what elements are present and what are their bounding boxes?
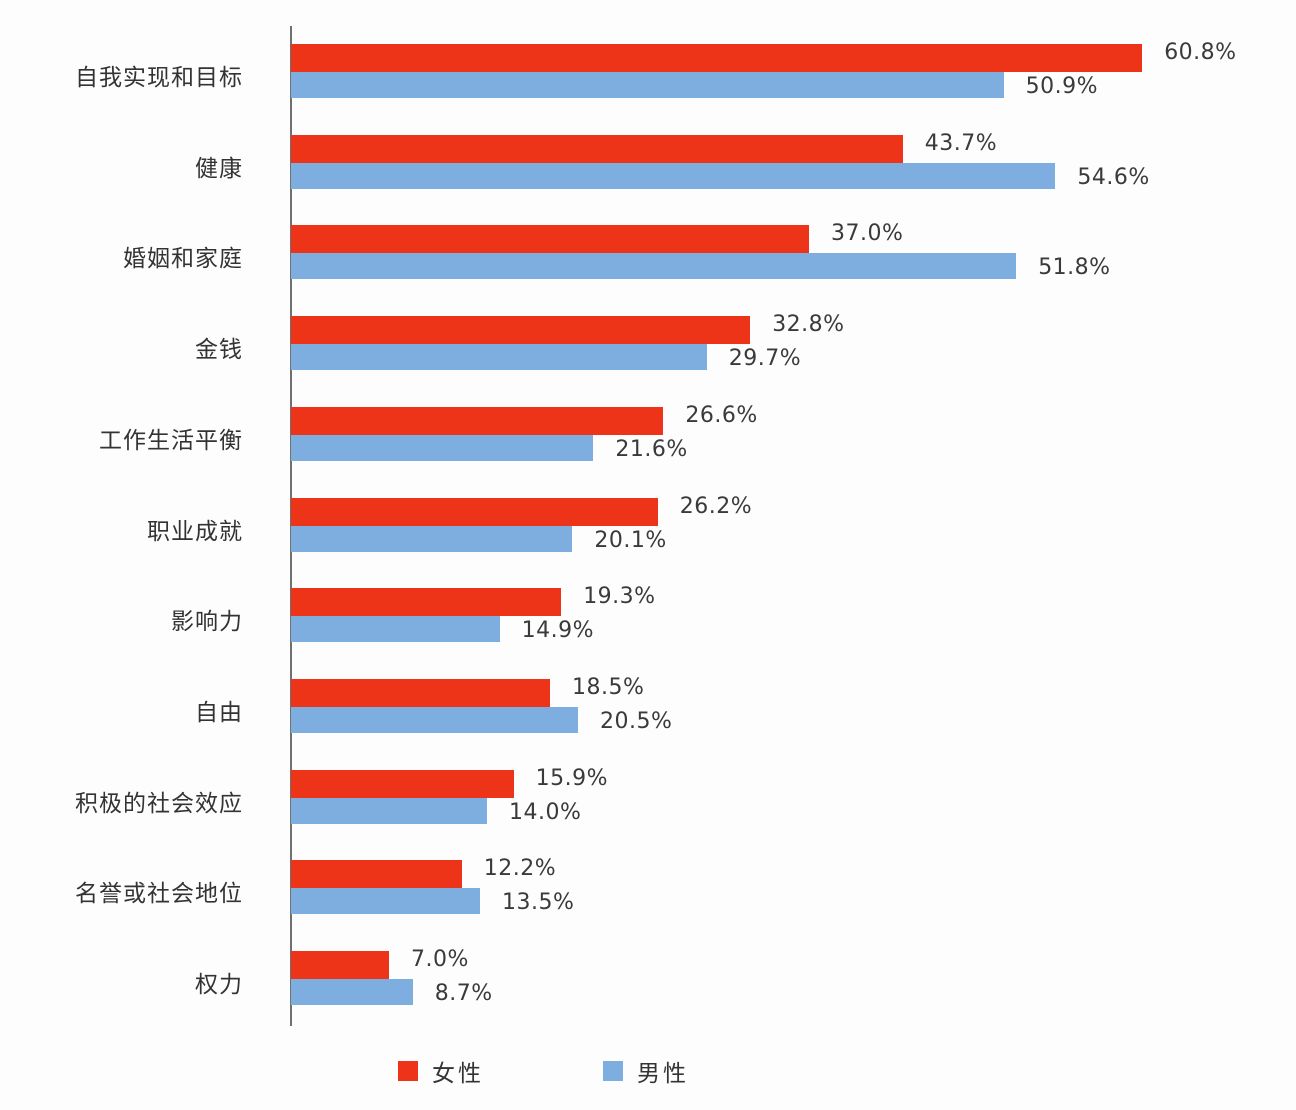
bar-male[interactable] (291, 706, 578, 733)
y-axis-line (290, 26, 292, 1026)
value-label-female: 18.5% (572, 674, 645, 700)
value-label-female: 26.6% (685, 402, 758, 428)
value-label-female: 12.2% (483, 856, 557, 882)
legend-item-male[interactable]: 男性 (603, 1054, 689, 1088)
legend-item-female[interactable]: 女性 (398, 1054, 484, 1088)
bar-female[interactable] (291, 225, 809, 254)
bar-group: 工作生活平衡 26.6% 21.6% (0, 403, 1296, 497)
bar-female[interactable] (291, 44, 1143, 72)
category-label: 影响力 (171, 609, 243, 636)
bar-female[interactable] (291, 678, 550, 707)
value-label-male: 20.1% (594, 527, 667, 553)
bar-group: 权力 7.0% 8.7% (0, 947, 1296, 1041)
legend-swatch-female (398, 1061, 418, 1081)
bar-female[interactable] (291, 406, 664, 435)
bar-male[interactable] (291, 525, 573, 552)
value-label-female: 26.2% (679, 493, 753, 519)
bar-group: 婚姻和家庭 37.0% 51.8% (0, 221, 1296, 315)
bar-female[interactable] (291, 588, 562, 617)
bar-male[interactable] (291, 979, 413, 1005)
value-label-female: 60.8% (1164, 40, 1237, 65)
bar-male[interactable] (291, 72, 1004, 98)
bar-group: 名誉或社会地位 12.2% 13.5% (0, 856, 1296, 950)
value-label-male: 20.5% (600, 708, 673, 734)
bar-female[interactable] (291, 769, 514, 798)
bar-male[interactable] (291, 616, 500, 643)
value-label-female: 15.9% (535, 765, 608, 791)
legend-swatch-male (603, 1061, 623, 1081)
value-label-male: 29.7% (728, 346, 802, 372)
bar-female[interactable] (291, 316, 751, 345)
value-label-male: 14.9% (521, 618, 594, 644)
bar-group: 影响力 19.3% 14.9% (0, 584, 1296, 678)
category-label: 自由 (195, 699, 243, 726)
bar-group: 职业成就 26.2% 20.1% (0, 494, 1296, 588)
value-label-male: 50.9% (1025, 74, 1098, 99)
bar-female[interactable] (291, 134, 903, 163)
bar-female[interactable] (291, 951, 389, 979)
value-label-male: 21.6% (615, 436, 688, 462)
value-label-female: 37.0% (831, 221, 904, 247)
bar-male[interactable] (291, 797, 487, 824)
value-label-male: 54.6% (1077, 164, 1150, 190)
category-label: 权力 (195, 972, 243, 998)
bar-female[interactable] (291, 860, 462, 889)
bar-female[interactable] (291, 497, 658, 526)
bar-group: 健康 43.7% 54.6% (0, 131, 1296, 225)
category-label: 婚姻和家庭 (123, 246, 243, 273)
category-label: 名誉或社会地位 (75, 881, 243, 908)
value-label-male: 14.0% (509, 799, 582, 825)
category-label: 健康 (195, 155, 243, 182)
legend: 女性 男性 (0, 1054, 1296, 1087)
legend-label-female: 女性 (432, 1061, 484, 1087)
bar-group: 自由 18.5% 20.5% (0, 675, 1296, 769)
bar-male[interactable] (291, 253, 1017, 280)
bar-group: 积极的社会效应 15.9% 14.0% (0, 766, 1296, 860)
value-label-female: 19.3% (583, 584, 656, 610)
category-label: 积极的社会效应 (75, 790, 243, 817)
bar-group: 金钱 32.8% 29.7% (0, 312, 1296, 406)
bar-male[interactable] (291, 888, 480, 915)
value-label-male: 51.8% (1038, 255, 1111, 281)
legend-label-male: 男性 (637, 1061, 689, 1087)
category-label: 金钱 (195, 337, 243, 364)
bar-group: 自我实现和目标 60.8% 50.9% (0, 40, 1296, 134)
bar-male[interactable] (291, 162, 1056, 189)
value-label-male: 13.5% (502, 890, 575, 916)
category-label: 自我实现和目标 (75, 65, 243, 91)
bar-male[interactable] (291, 344, 707, 371)
value-label-female: 7.0% (411, 947, 469, 972)
category-label: 职业成就 (147, 518, 243, 545)
category-label: 工作生活平衡 (99, 427, 243, 454)
value-label-female: 43.7% (924, 130, 998, 156)
bar-male[interactable] (291, 434, 594, 461)
value-label-male: 8.7% (434, 981, 493, 1006)
value-label-female: 32.8% (772, 312, 845, 338)
